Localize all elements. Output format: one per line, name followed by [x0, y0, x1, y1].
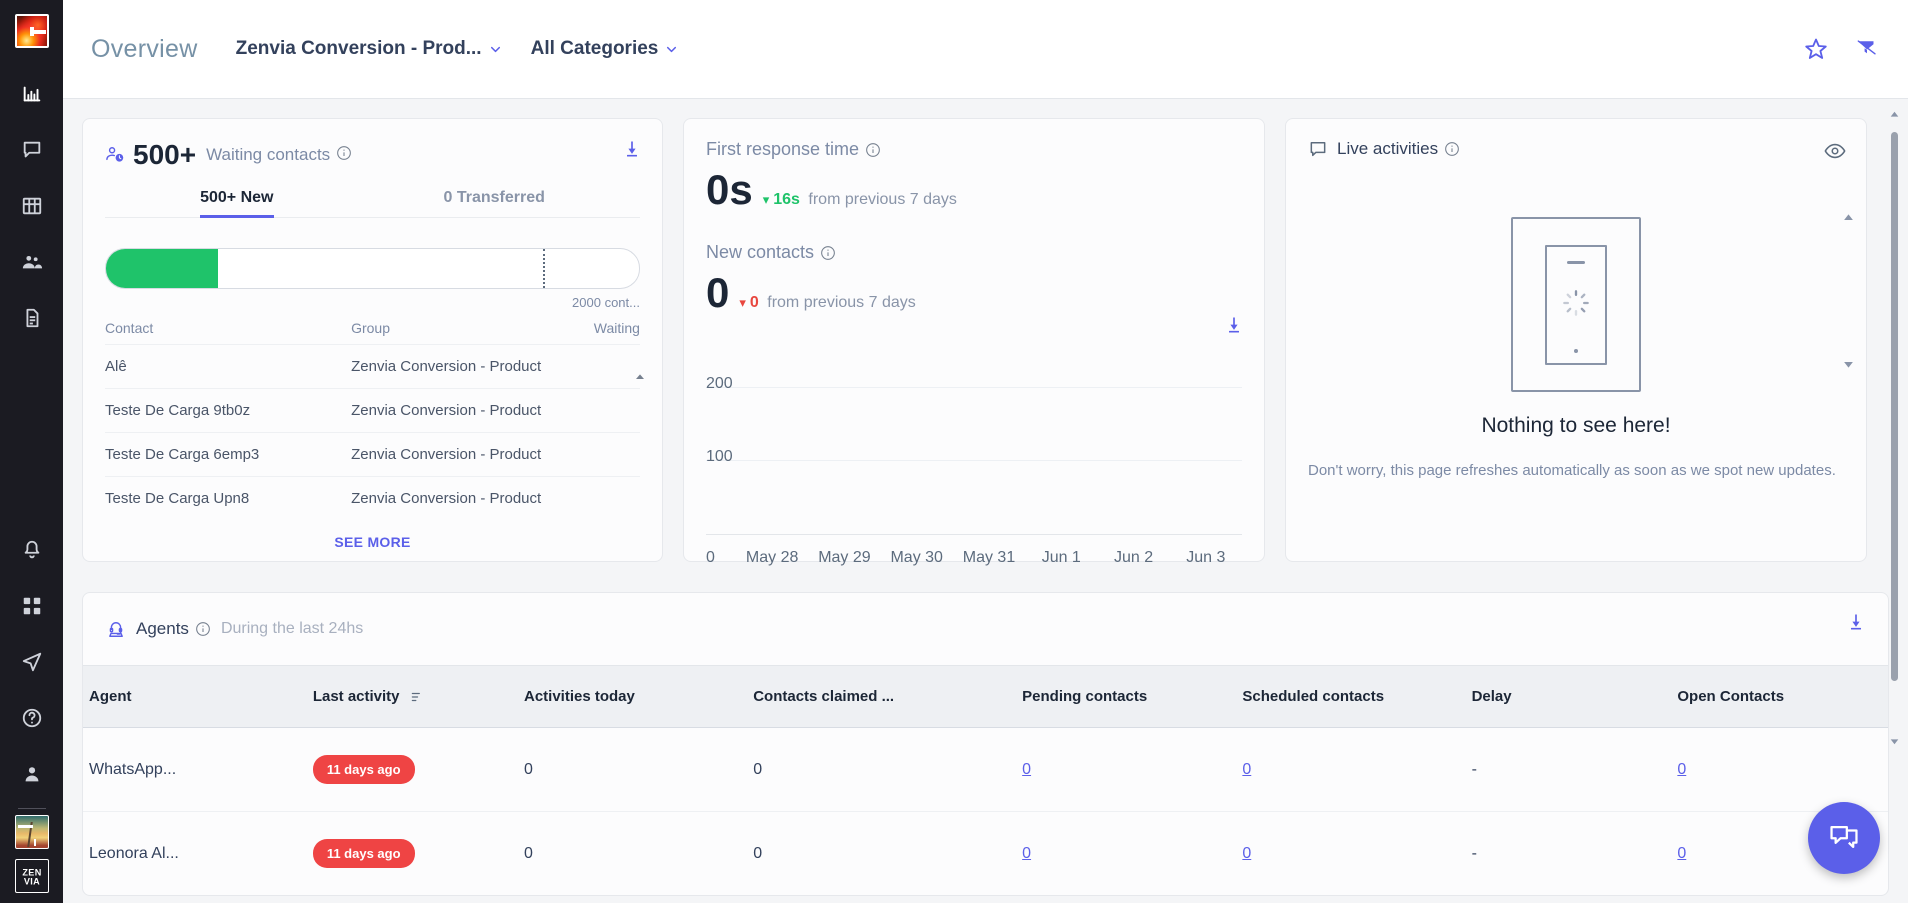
- svg-text:VIA: VIA: [23, 876, 39, 886]
